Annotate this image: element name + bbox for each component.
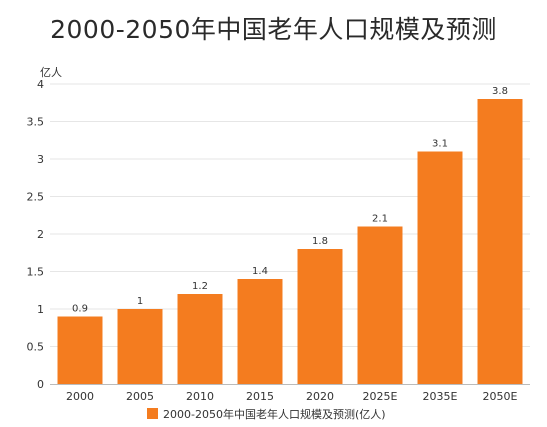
x-tick-label: 2010 [186,390,214,403]
bar [417,151,463,384]
y-tick-label: 0.5 [27,341,45,354]
y-tick-label: 1.5 [27,266,45,279]
data-label: 2.1 [372,214,388,225]
y-tick-label: 1 [37,303,44,316]
bar [177,294,223,384]
x-tick-label: 2050E [483,390,518,403]
x-tick-label: 2000 [66,390,94,403]
y-axis-unit-label: 亿人 [40,66,62,79]
bar [117,309,163,384]
y-tick-label: 3 [37,153,44,166]
data-label: 1.8 [312,236,328,247]
y-tick-label: 0 [37,378,44,391]
y-tick-label: 2.5 [27,191,45,204]
data-labels: 0.9 1 1.2 1.4 1.8 2.1 3.1 3.8 [72,86,508,315]
data-label: 0.9 [72,304,88,315]
bar [57,316,103,384]
bar [297,249,343,384]
bars [57,99,523,384]
legend-label: 2000-2050年中国老年人口规模及预测(亿人) [163,407,386,421]
data-label: 3.1 [432,139,448,150]
x-tick-label: 2005 [126,390,154,403]
data-label: 3.8 [492,86,508,97]
legend-swatch [147,408,158,419]
x-tick-label: 2020 [306,390,334,403]
legend: 2000-2050年中国老年人口规模及预测(亿人) [147,407,386,421]
data-label: 1 [137,296,143,307]
y-tick-label: 2 [37,228,44,241]
data-label: 1.4 [252,266,268,277]
data-label: 1.2 [192,281,208,292]
x-tick-label: 2015 [246,390,274,403]
x-tick-label: 2025E [363,390,398,403]
bar [477,99,523,384]
y-axis-ticks: 0 0.5 1 1.5 2 2.5 3 3.5 4 [27,78,45,391]
bar [237,279,283,384]
x-axis-ticks: 2000 2005 2010 2015 2020 2025E 2035E 2050E [66,390,518,403]
x-tick-label: 2035E [423,390,458,403]
chart-title: 2000-2050年中国老年人口规模及预测 [50,15,497,44]
y-tick-label: 4 [37,78,44,91]
y-tick-label: 3.5 [27,116,45,129]
bar [357,226,403,384]
